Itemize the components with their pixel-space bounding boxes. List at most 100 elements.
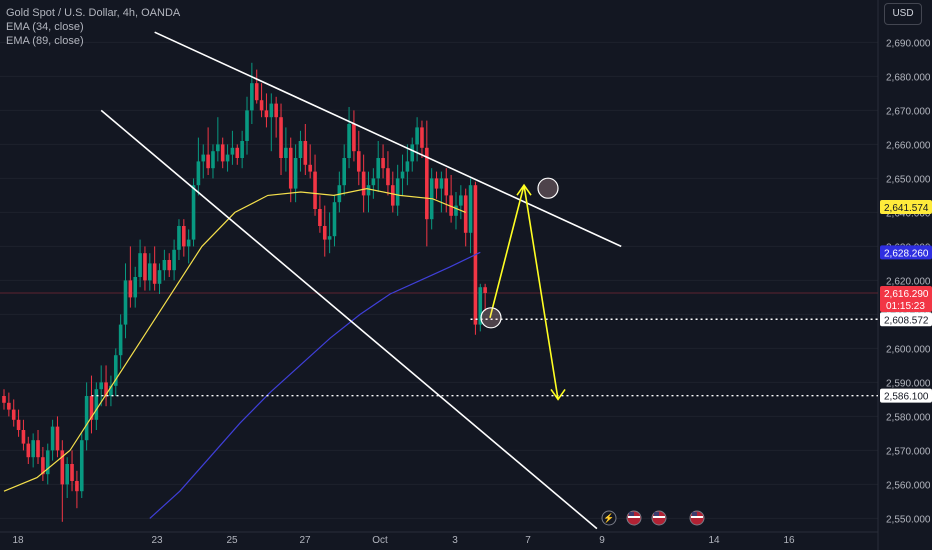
candle-body[interactable] [31,440,35,458]
candle-body[interactable] [391,185,395,206]
candle-body[interactable] [143,253,147,281]
resistance-circle[interactable] [537,177,559,199]
currency-button[interactable]: USD [884,3,922,25]
candle-body[interactable] [113,355,118,386]
candle-body[interactable] [269,103,274,118]
candle-body[interactable] [211,151,215,169]
candle-body[interactable] [371,178,376,186]
candle-body[interactable] [65,464,69,485]
candle-body[interactable] [322,226,327,240]
candle-body[interactable] [60,450,65,485]
candle-body[interactable] [259,100,264,111]
candle-body[interactable] [55,426,60,451]
candle-body[interactable] [230,147,235,155]
candle-body[interactable] [386,168,390,186]
candle-body[interactable] [478,287,483,325]
candle-body[interactable] [356,151,361,172]
candle-body[interactable] [11,409,16,420]
candle-body[interactable] [288,147,293,189]
candle-body[interactable] [254,83,259,101]
candle-body[interactable] [410,144,415,162]
channel-upper-line[interactable] [154,31,622,248]
candle-body[interactable] [459,195,463,206]
candle-body[interactable] [84,396,89,441]
candle-body[interactable] [284,147,288,158]
candle-body[interactable] [206,154,210,169]
candle-body[interactable] [434,178,439,189]
symbol-title[interactable]: Gold Spot / U.S. Dollar, 4h, OANDA [6,7,181,19]
candle-body[interactable] [89,396,94,420]
candle-body[interactable] [118,324,123,356]
candle-body[interactable] [298,141,303,158]
candle-body[interactable] [352,124,356,152]
candle-body[interactable] [318,209,322,226]
candle-body[interactable] [16,419,21,430]
candle-body[interactable] [36,440,40,458]
candle-body[interactable] [225,154,230,162]
entry-circle[interactable] [480,307,502,329]
candle-body[interactable] [177,226,181,250]
candle-body[interactable] [109,385,113,396]
ema34-legend[interactable]: EMA (34, close) [6,21,84,33]
candle-body[interactable] [366,185,371,196]
candle-body[interactable] [220,144,225,162]
candle-body[interactable] [157,270,162,284]
candle-body[interactable] [279,117,283,158]
candle-body[interactable] [463,195,468,233]
candle-body[interactable] [152,263,157,284]
candle-body[interactable] [332,202,337,237]
candle-body[interactable] [395,178,400,206]
candle-body[interactable] [483,287,487,294]
candle-body[interactable] [313,171,317,209]
candle-body[interactable] [250,83,254,111]
candle-body[interactable] [425,147,429,220]
candle-body[interactable] [376,158,381,179]
candle-body[interactable] [454,205,458,216]
candle-body[interactable] [70,464,74,481]
candle-body[interactable] [235,147,240,158]
candle-body[interactable] [99,382,103,390]
candle-body[interactable] [79,440,84,492]
candle-body[interactable] [216,144,220,152]
candle-body[interactable] [468,185,473,233]
candle-body[interactable] [133,277,138,298]
candle-body[interactable] [138,253,142,277]
candle-body[interactable] [45,450,50,475]
ema89-legend[interactable]: EMA (89, close) [6,35,84,47]
candle-body[interactable] [94,389,99,420]
candle-body[interactable] [2,396,6,403]
candle-body[interactable] [439,178,444,189]
candle-body[interactable] [293,158,298,189]
candle-body[interactable] [167,260,172,271]
projection-path[interactable] [489,185,559,400]
candle-body[interactable] [196,161,201,186]
candle-body[interactable] [191,185,196,240]
candle-body[interactable] [128,280,133,298]
candle-body[interactable] [21,430,26,444]
candle-body[interactable] [41,457,45,475]
candle-body[interactable] [361,171,366,196]
candle-body[interactable] [186,239,191,247]
candle-body[interactable] [50,426,55,451]
candle-body[interactable] [75,481,79,492]
candle-body[interactable] [240,141,244,158]
candle-body[interactable] [162,260,167,271]
candle-body[interactable] [123,280,128,325]
candle-body[interactable] [347,124,351,158]
candle-body[interactable] [201,154,206,162]
candle-body[interactable] [449,195,453,216]
candle-body[interactable] [264,110,269,118]
candle-body[interactable] [420,127,424,148]
candle-body[interactable] [104,382,108,396]
candle-body[interactable] [405,161,410,172]
candle-body[interactable] [182,226,186,247]
candle-body[interactable] [415,127,419,145]
candle-body[interactable] [148,263,152,281]
candle-body[interactable] [303,141,308,165]
candle-body[interactable] [7,402,11,410]
candle-body[interactable] [327,236,332,240]
candle-body[interactable] [26,443,31,458]
candle-body[interactable] [400,171,405,179]
